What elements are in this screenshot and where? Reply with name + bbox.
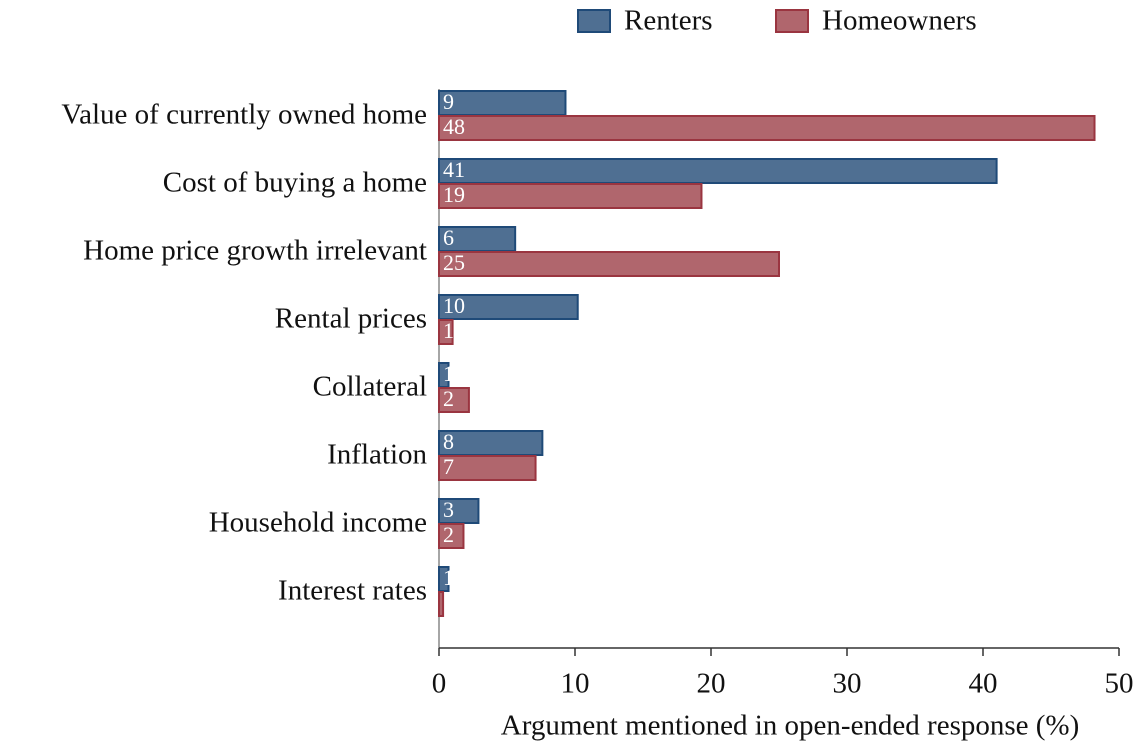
x-tick-label: 20 (697, 668, 726, 700)
data-label: 3 (443, 497, 454, 522)
y-tick-label: Value of currently owned home (61, 99, 427, 131)
legend-label: Renters (624, 5, 713, 37)
y-tick-label: Household income (209, 507, 427, 539)
data-label: 1 (443, 318, 454, 343)
data-label: 25 (443, 250, 465, 275)
bar (438, 387, 470, 413)
data-label: 48 (443, 114, 465, 139)
bar (438, 90, 567, 116)
bar (438, 183, 703, 209)
y-tick-label: Inflation (327, 439, 427, 471)
bar (438, 498, 480, 524)
data-label: 19 (443, 182, 465, 207)
data-label: 8 (443, 429, 454, 454)
data-label: 2 (443, 522, 454, 547)
bar (438, 319, 454, 345)
x-tick-label: 30 (833, 668, 862, 700)
data-label: 2 (443, 386, 454, 411)
x-tick-label: 40 (969, 668, 998, 700)
bar (438, 455, 537, 481)
bar (438, 523, 465, 549)
x-tick-label: 50 (1105, 668, 1134, 700)
y-tick-label: Collateral (313, 371, 427, 403)
bar (438, 591, 445, 617)
y-tick-label: Interest rates (278, 575, 427, 607)
data-label: 10 (443, 293, 465, 318)
x-axis-title: Argument mentioned in open-ended respons… (501, 710, 1080, 742)
data-label: 41 (443, 157, 465, 182)
data-label: 1 (443, 361, 454, 386)
y-tick-label: Cost of buying a home (163, 167, 427, 199)
bar (438, 226, 517, 252)
y-tick-label: Home price growth irrelevant (83, 235, 427, 267)
legend-swatch (577, 9, 611, 33)
data-label: 6 (443, 225, 454, 250)
data-label: 1 (443, 565, 454, 590)
bar (438, 430, 544, 456)
bar (438, 115, 1096, 141)
legend-label: Homeowners (822, 5, 977, 37)
legend-swatch (775, 9, 809, 33)
x-tick-label: 10 (561, 668, 590, 700)
data-label: 9 (443, 89, 454, 114)
data-label: 7 (443, 454, 454, 479)
y-tick-label: Rental prices (275, 303, 427, 335)
bar (438, 158, 998, 184)
x-tick-label: 0 (432, 668, 447, 700)
bar (438, 251, 780, 277)
bar (438, 294, 579, 320)
